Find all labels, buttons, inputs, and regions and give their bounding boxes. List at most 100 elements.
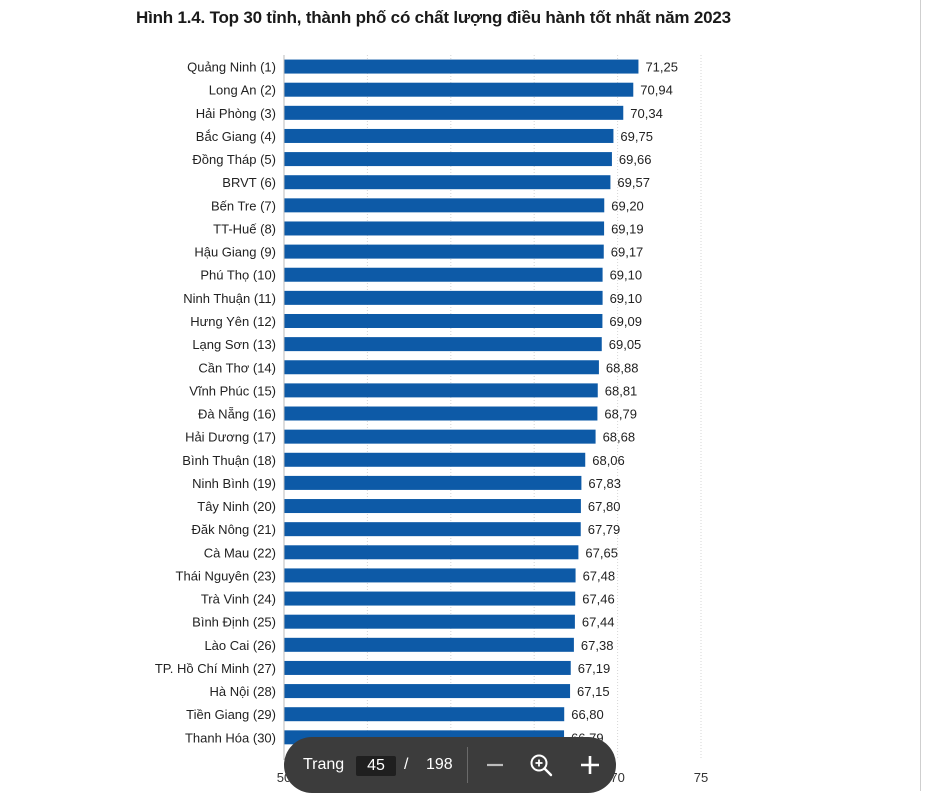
value-label: 69,17 xyxy=(611,245,644,260)
fit-zoom-button[interactable] xyxy=(527,751,555,779)
bar xyxy=(284,452,586,467)
value-label: 68,06 xyxy=(592,453,625,468)
category-label: Bến Tre (7) xyxy=(211,198,276,213)
category-label: Đà Nẵng (16) xyxy=(198,407,276,422)
value-label: 69,10 xyxy=(610,291,643,306)
value-label: 69,19 xyxy=(611,221,644,236)
value-label: 69,66 xyxy=(619,152,652,167)
category-label: Thanh Hóa (30) xyxy=(185,730,276,745)
bar xyxy=(284,337,602,352)
value-label: 69,09 xyxy=(609,314,642,329)
category-label: Long An (2) xyxy=(209,83,276,98)
bar xyxy=(284,684,571,699)
bar xyxy=(284,522,581,537)
bar xyxy=(284,406,598,421)
bar xyxy=(284,221,605,236)
category-label: Quảng Ninh (1) xyxy=(187,60,276,75)
value-label: 68,81 xyxy=(605,383,638,398)
category-label: Vĩnh Phúc (15) xyxy=(189,383,276,398)
bar xyxy=(284,244,604,259)
category-label: Thái Nguyên (23) xyxy=(176,568,276,583)
plus-icon xyxy=(581,756,599,774)
value-label: 69,75 xyxy=(620,129,653,144)
bar xyxy=(284,545,579,560)
value-label: 70,94 xyxy=(640,83,673,98)
bar xyxy=(284,429,596,444)
page-label: Trang xyxy=(303,756,345,773)
bar xyxy=(284,360,599,375)
bar xyxy=(284,383,598,398)
value-label: 67,65 xyxy=(585,545,618,560)
value-label: 69,57 xyxy=(617,175,650,190)
category-label: Phú Thọ (10) xyxy=(200,268,276,283)
value-label: 67,38 xyxy=(581,638,614,653)
bar xyxy=(284,290,603,305)
bar xyxy=(284,198,605,213)
bar xyxy=(284,128,614,143)
category-label: BRVT (6) xyxy=(222,175,276,190)
value-label: 66,80 xyxy=(571,707,604,722)
value-label: 67,79 xyxy=(588,522,621,537)
category-label: Bắc Giang (4) xyxy=(196,129,276,144)
bar xyxy=(284,152,612,167)
category-label: Lào Cai (26) xyxy=(204,638,276,653)
category-label: Hậu Giang (9) xyxy=(194,245,276,260)
bar xyxy=(284,105,624,120)
value-label: 68,88 xyxy=(606,360,639,375)
category-label: Lạng Sơn (13) xyxy=(192,337,276,352)
category-label: Ninh Bình (19) xyxy=(192,476,276,491)
value-label: 68,79 xyxy=(604,407,637,422)
bar xyxy=(284,267,603,282)
category-label: Hà Nội (28) xyxy=(210,684,276,699)
bar xyxy=(284,637,574,652)
value-label: 67,15 xyxy=(577,684,610,699)
value-label: 67,46 xyxy=(582,592,615,607)
category-label: Tiền Giang (29) xyxy=(186,707,276,722)
bar xyxy=(284,707,565,722)
category-label: Hải Dương (17) xyxy=(185,430,276,445)
value-label: 69,20 xyxy=(611,198,644,213)
value-label: 67,19 xyxy=(578,661,611,676)
category-label: Đồng Tháp (5) xyxy=(192,152,276,167)
zoom-out-button[interactable] xyxy=(481,751,509,779)
value-label: 69,05 xyxy=(609,337,642,352)
x-tick-label: 75 xyxy=(694,770,708,785)
page-separator: / xyxy=(404,756,409,773)
value-label: 69,10 xyxy=(610,268,643,283)
category-label: Hải Phòng (3) xyxy=(196,106,276,121)
zoom-in-icon xyxy=(530,754,553,777)
category-label: Cà Mau (22) xyxy=(204,545,276,560)
category-label: Hưng Yên (12) xyxy=(190,314,276,329)
value-label: 67,44 xyxy=(582,615,615,630)
toolbar-divider xyxy=(467,747,468,783)
page-edge xyxy=(920,0,933,791)
zoom-in-button[interactable] xyxy=(576,751,604,779)
category-label: TP. Hồ Chí Minh (27) xyxy=(155,661,276,676)
bar xyxy=(284,591,576,606)
bar xyxy=(284,313,603,328)
bar xyxy=(284,59,639,74)
category-label: Đăk Nông (21) xyxy=(191,522,276,537)
minus-icon xyxy=(487,763,503,767)
bar xyxy=(284,175,611,190)
bar xyxy=(284,475,582,490)
value-label: 67,83 xyxy=(588,476,621,491)
pdf-viewer-toolbar: Trang 45 / 198 xyxy=(284,737,616,793)
category-label: TT-Huế (8) xyxy=(213,221,276,236)
total-pages: 198 xyxy=(426,756,453,773)
value-label: 68,68 xyxy=(603,430,636,445)
bar xyxy=(284,660,571,675)
current-page-input[interactable]: 45 xyxy=(356,756,396,776)
category-label: Bình Thuận (18) xyxy=(182,453,276,468)
figure-title: Hình 1.4. Top 30 tỉnh, thành phố có chất… xyxy=(136,8,731,27)
value-label: 70,34 xyxy=(630,106,663,121)
category-label: Tây Ninh (20) xyxy=(197,499,276,514)
bar xyxy=(284,82,634,97)
value-label: 67,48 xyxy=(583,568,616,583)
category-label: Cần Thơ (14) xyxy=(198,360,276,375)
value-label: 67,80 xyxy=(588,499,621,514)
bar xyxy=(284,568,576,583)
value-label: 71,25 xyxy=(645,60,678,75)
